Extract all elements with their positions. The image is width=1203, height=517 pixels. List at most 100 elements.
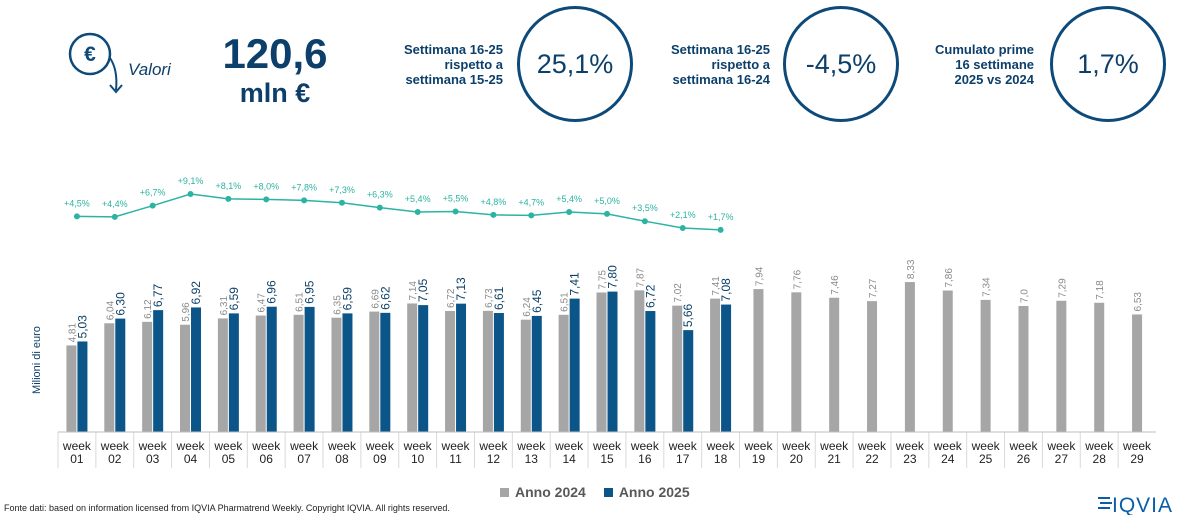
x-tick-label: week 23 [895,439,924,466]
value-label: 6,04 [105,300,116,320]
x-tick-label: week 18 [706,439,735,466]
bar [153,310,164,432]
value-label: 7,05 [416,278,430,302]
bar [531,315,542,432]
legend: Anno 2024 Anno 2025 [500,484,690,500]
growth-label: +9,1% [178,176,204,186]
bar [791,292,802,432]
legend-swatch [603,487,613,497]
bar [1018,306,1029,432]
value-label: 7,34 [982,277,993,297]
x-tick-label: week 03 [138,439,167,466]
bar [456,303,467,432]
bar [867,301,878,432]
growth-label: +6,7% [140,188,166,198]
value-label: 7,87 [635,267,646,287]
growth-point [338,199,345,206]
x-tick-label: week 04 [176,439,205,466]
bar [180,324,191,432]
bar [255,315,266,432]
x-tick-label: week 10 [403,439,432,466]
value-label: 6,95 [303,280,317,304]
bar [217,318,228,432]
value-label: 6,73 [484,288,495,308]
x-tick-label: week 29 [1123,439,1152,466]
logo: IQVIA [1098,494,1173,515]
bar [191,307,202,432]
growth-label: +1,7% [708,212,734,222]
value-label: 6,47 [257,293,268,313]
bar [683,330,694,432]
bar [569,298,580,432]
x-tick-label: week 14 [555,439,584,466]
growth-label: +5,0% [594,196,620,206]
bar [266,306,277,432]
value-label: 6,51 [295,292,306,312]
growth-point [187,191,194,198]
bar [1094,302,1105,432]
value-label: 6,72 [643,284,657,308]
value-label: 7,94 [754,266,765,286]
bar [407,303,418,432]
growth-point [263,196,270,203]
value-label: 8,33 [906,259,917,279]
legend-label: Anno 2025 [618,484,690,500]
logo-text: IQVIA [1112,494,1173,515]
bar [142,321,153,432]
x-tick-label: week 15 [592,439,621,466]
kpi-circle: -4,5% [783,6,899,122]
value-label: 7,41 [568,272,582,296]
value-label: 7,08 [719,278,733,302]
growth-point [73,213,80,220]
bar [942,290,953,432]
growth-point [149,202,156,209]
growth-label: +7,3% [329,185,355,195]
bar [520,319,531,432]
growth-point [111,213,118,220]
bar [369,311,380,432]
x-tick-label: week 27 [1047,439,1076,466]
value-label: 7,18 [1095,280,1106,300]
kpi-label: Cumulato prime 16 settimane 2025 vs 2024 [935,42,1034,87]
value-label: 6,51 [560,292,571,312]
growth-point [566,208,573,215]
bar [115,318,126,432]
value-label: 7,46 [830,275,841,295]
value-label: 7,29 [1057,278,1068,298]
bar [293,314,304,432]
x-tick-label: week 26 [1009,439,1038,466]
bar [710,298,721,432]
value-label: 6,92 [189,281,203,305]
value-label: 7,41 [711,276,722,296]
bar [904,282,915,432]
value-label: 7,14 [408,281,419,301]
value-label: 6,45 [530,289,544,313]
chart: Milioni di euro 4,815,03 6,046,30 6,126,77… [31,176,1156,468]
values-label: Valori [128,60,171,79]
value-label: 7,0 [1019,289,1030,303]
growth-label: +2,1% [670,210,696,220]
value-label: 6,35 [332,295,343,315]
value-label: 5,66 [681,303,695,327]
kpi-label: Settimana 16-25 rispetto a settimana 15-… [404,42,503,87]
bar [607,291,618,432]
x-tick-label: week 20 [782,439,811,466]
value-label: 6,24 [522,297,533,317]
growth-label: +5,4% [556,194,582,204]
value-label: 7,86 [944,268,955,288]
growth-label: +8,0% [253,181,279,191]
bar [980,299,991,432]
bar [342,313,353,432]
bar [634,290,645,432]
bar [418,305,429,432]
x-tick-label: week 02 [100,439,129,466]
legend-item: Anno 2024 [500,484,586,500]
total-value: 120,6 [222,30,328,77]
bar [672,305,683,432]
bar [331,317,342,432]
x-tick-label: week 13 [517,439,546,466]
growth-label: +4,8% [481,197,507,207]
x-tick-label: week 21 [820,439,849,466]
bar [1056,300,1067,432]
